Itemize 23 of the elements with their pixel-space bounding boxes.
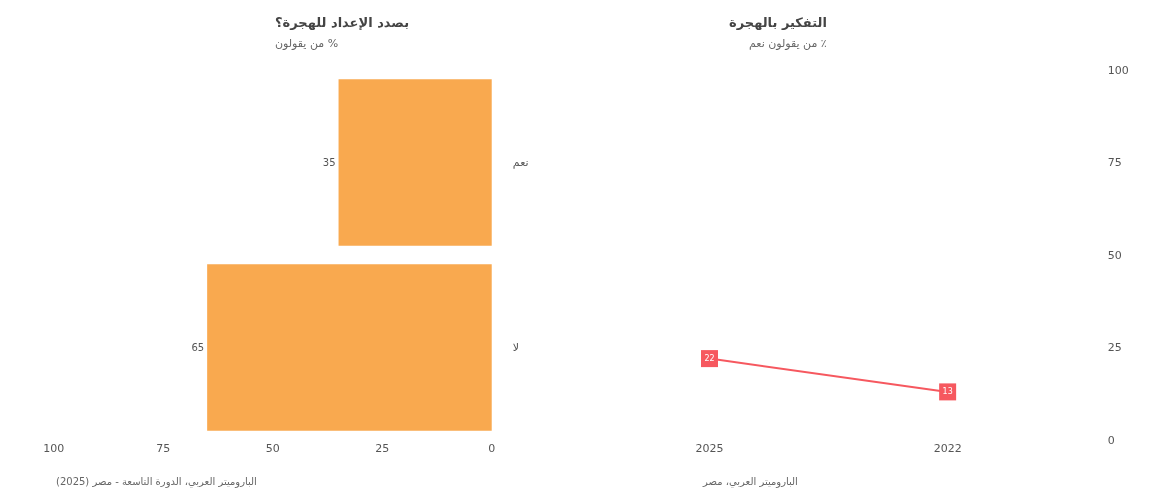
text: الباروميتر العربي، الدورة التاسعة - مصر (2025): [56, 476, 257, 488]
chart-title: التفكير بالهجرة: [729, 15, 827, 30]
chart-title: بصدد الإعداد للهجرة؟: [275, 15, 410, 30]
y-tick-label: 25: [1107, 341, 1122, 355]
y-tick-label: 75: [1107, 156, 1122, 170]
data-label: 65: [191, 342, 205, 353]
x-tick-label: 0: [488, 442, 496, 455]
x-tick-label: 100: [43, 442, 65, 455]
chart-subtitle: ٪ من يقولون نعم: [749, 37, 827, 50]
x-tick-label: 2025: [695, 442, 724, 455]
y-tick-label: 100: [1107, 63, 1129, 77]
x-tick-label: 75: [156, 442, 171, 455]
chart-subtitle: % من يقولون: [275, 37, 339, 50]
data-label: 13: [942, 386, 953, 396]
x-tick-label: 2022: [933, 442, 962, 455]
y-tick-label: نعم: [512, 156, 529, 170]
y-tick-label: 50: [1107, 248, 1122, 262]
x-tick-label: 50: [265, 442, 280, 455]
x-tick-label: 25: [375, 442, 390, 455]
data-label: 35: [322, 157, 336, 168]
text: الباروميتر العربي، مصر: [702, 476, 798, 488]
y-tick-label: لا: [512, 341, 520, 355]
data-label: 22: [704, 353, 715, 363]
